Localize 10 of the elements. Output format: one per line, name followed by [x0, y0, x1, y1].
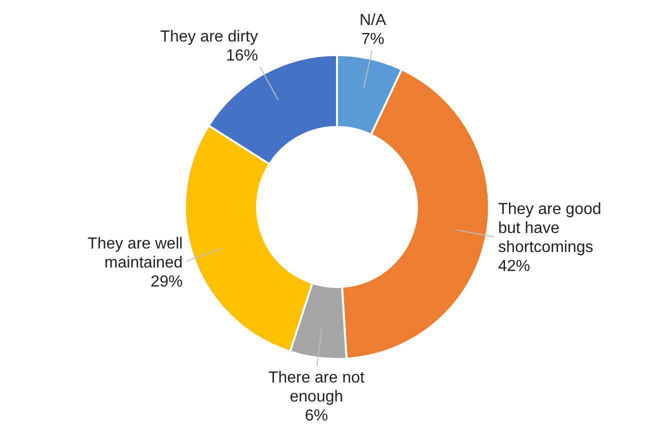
- data-label: 7%: [361, 30, 384, 48]
- slice-label: They are dirty: [160, 28, 258, 46]
- slice-label: They are well maintained: [88, 236, 183, 272]
- data-label: 29%: [150, 274, 183, 291]
- slice-label: N/A: [359, 12, 386, 29]
- data-label: 6%: [304, 408, 328, 425]
- data-label: 16%: [226, 47, 258, 64]
- slice-label: They are good but have shortcomings: [498, 201, 602, 256]
- data-label: 42%: [498, 258, 530, 276]
- slice-label: There are not enough: [268, 370, 366, 406]
